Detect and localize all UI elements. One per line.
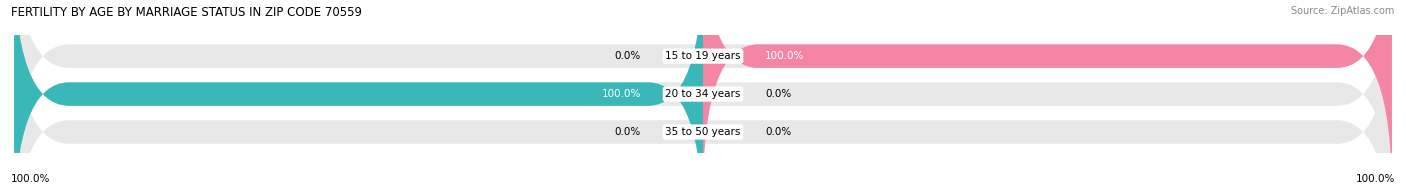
Text: Source: ZipAtlas.com: Source: ZipAtlas.com <box>1291 6 1395 16</box>
FancyBboxPatch shape <box>14 0 1392 196</box>
Text: FERTILITY BY AGE BY MARRIAGE STATUS IN ZIP CODE 70559: FERTILITY BY AGE BY MARRIAGE STATUS IN Z… <box>11 6 363 19</box>
Text: 35 to 50 years: 35 to 50 years <box>665 127 741 137</box>
Text: 0.0%: 0.0% <box>765 127 792 137</box>
Text: 100.0%: 100.0% <box>765 51 804 61</box>
Text: 15 to 19 years: 15 to 19 years <box>665 51 741 61</box>
FancyBboxPatch shape <box>14 0 703 196</box>
Text: 0.0%: 0.0% <box>614 51 641 61</box>
Text: 100.0%: 100.0% <box>602 89 641 99</box>
FancyBboxPatch shape <box>14 0 1392 196</box>
Text: 100.0%: 100.0% <box>1355 174 1395 184</box>
FancyBboxPatch shape <box>14 0 1392 196</box>
Text: 100.0%: 100.0% <box>11 174 51 184</box>
Text: 0.0%: 0.0% <box>765 89 792 99</box>
FancyBboxPatch shape <box>703 0 1392 196</box>
Text: 0.0%: 0.0% <box>614 127 641 137</box>
Text: 20 to 34 years: 20 to 34 years <box>665 89 741 99</box>
